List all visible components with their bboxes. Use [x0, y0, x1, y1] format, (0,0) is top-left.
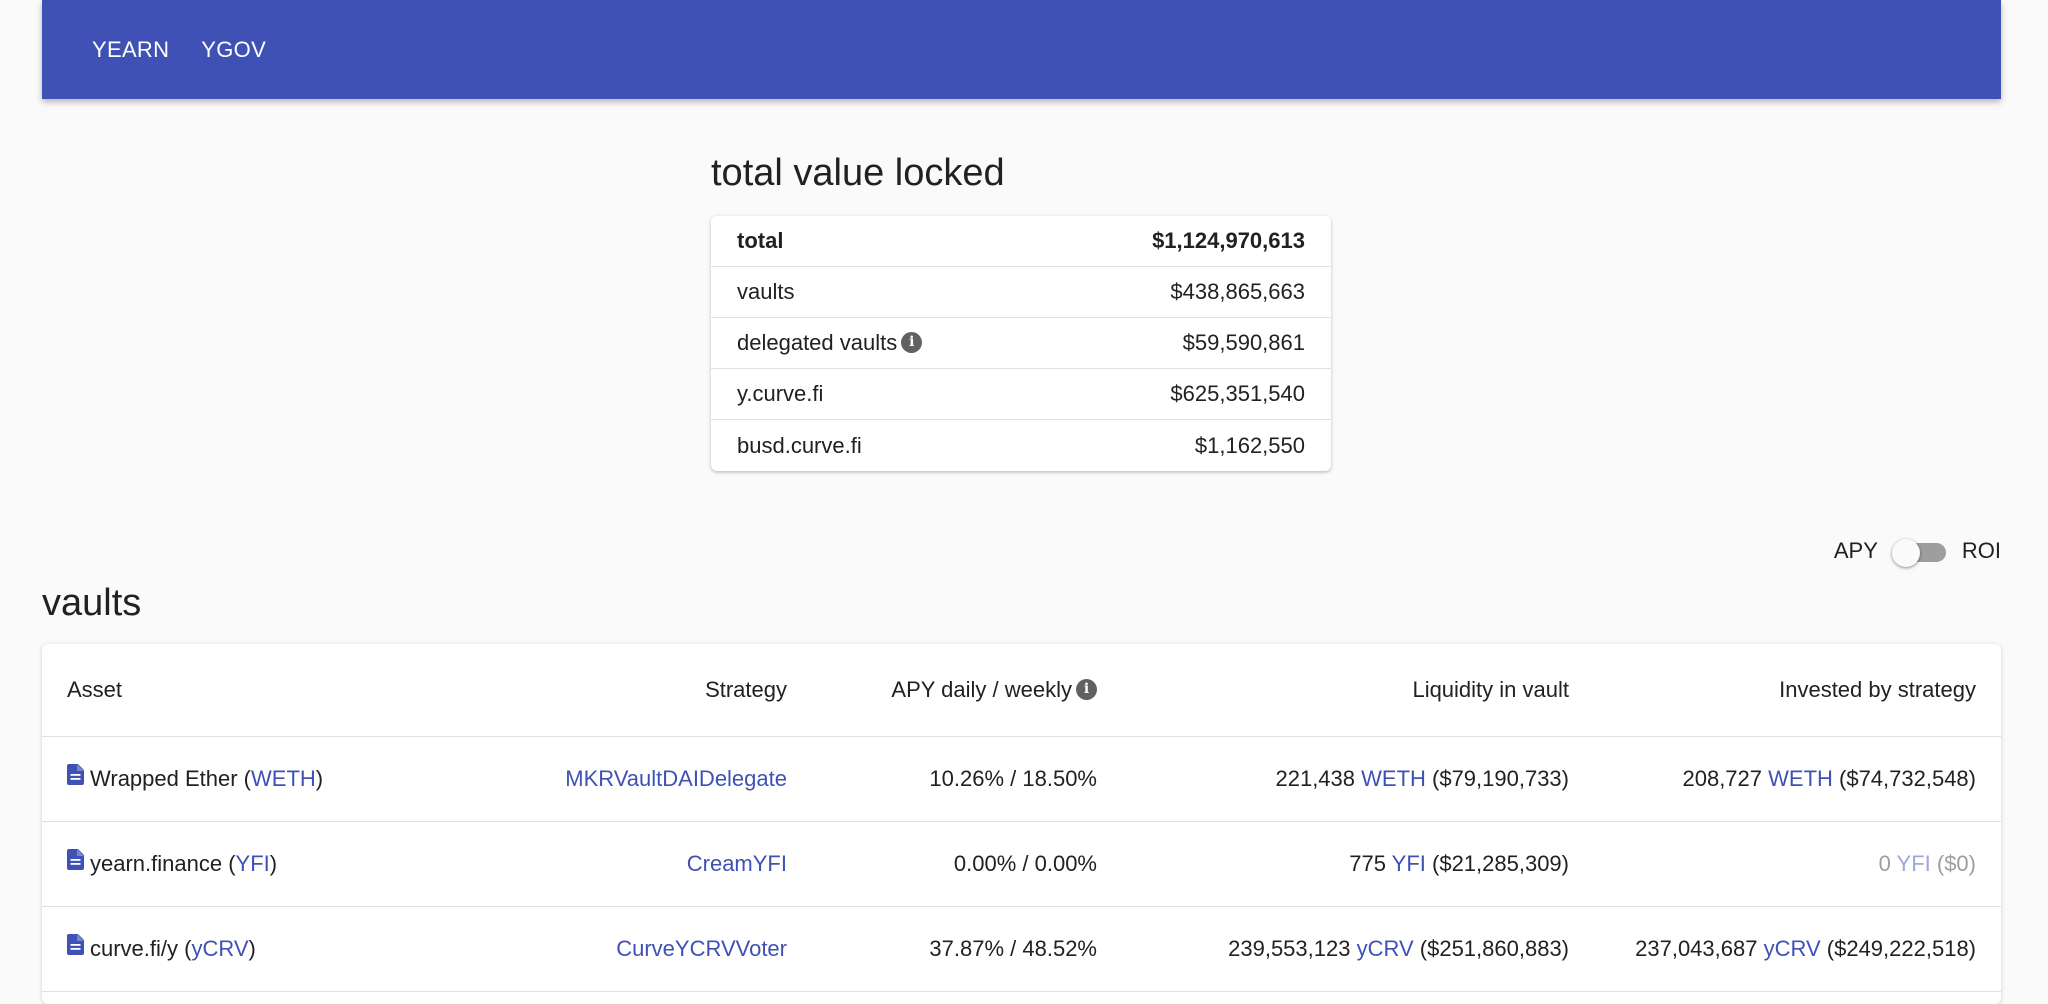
info-icon[interactable]: i: [1076, 678, 1097, 700]
apy-value: 0.00% / 0.00%: [787, 821, 1097, 907]
tvl-label: vaults: [737, 279, 795, 304]
strategy-cell: MKRVaultDAIDelegate: [487, 736, 787, 822]
asset-close: ): [315, 765, 324, 791]
header-invested: Invested by strategy: [1569, 644, 2001, 737]
liquidity-usd: ($21,285,309): [1425, 851, 1569, 876]
liquidity-usd: ($79,190,733): [1425, 766, 1569, 791]
invested-amount: 0: [1878, 851, 1897, 876]
apy-value: 37.87% / 48.52%: [787, 906, 1097, 992]
invested-cell: 0 YFI ($0): [1569, 821, 2001, 907]
liquidity-cell: 775 YFI ($21,285,309): [1097, 821, 1569, 907]
toggle-left-label: APY: [1833, 538, 1878, 563]
apy-roi-toggle: APY ROI: [1834, 534, 2001, 568]
tvl-label: total: [737, 228, 784, 253]
tvl-row-total: total $1,124,970,613: [711, 216, 1331, 267]
tvl-title: total value locked: [711, 152, 1005, 194]
liquidity-usd: ($251,860,883): [1413, 936, 1569, 961]
liquidity-amount: 221,438: [1275, 766, 1362, 791]
header-liquidity: Liquidity in vault: [1097, 644, 1569, 737]
invested-usd: ($74,732,548): [1832, 766, 1976, 791]
asset-symbol-link[interactable]: yCRV: [191, 935, 249, 961]
tvl-value: $625,351,540: [1170, 381, 1305, 406]
table-header-row: Asset Strategy APY daily / weekly i Liqui…: [42, 644, 2001, 737]
vaults-table: Asset Strategy APY daily / weekly i Liqui…: [42, 644, 2001, 992]
liquidity-cell: 239,553,123 yCRV ($251,860,883): [1097, 906, 1569, 992]
asset-name: yearn.finance (: [90, 850, 236, 876]
vaults-table-card: Asset Strategy APY daily / weekly i Liqui…: [42, 644, 2001, 1004]
switch-thumb[interactable]: [1891, 539, 1920, 567]
strategy-cell: CreamYFI: [487, 821, 787, 907]
table-row: curve.fi/y (yCRV) CurveYCRVVoter 37.87% …: [42, 906, 2001, 992]
invested-symbol-link[interactable]: yCRV: [1763, 936, 1821, 961]
tvl-row-vaults: vaults $438,865,663: [711, 267, 1331, 318]
header-apy: APY daily / weekly i: [787, 644, 1097, 737]
asset-name: curve.fi/y (: [90, 935, 192, 961]
asset-cell: curve.fi/y (yCRV): [42, 906, 487, 992]
table-row: Wrapped Ether (WETH) MKRVaultDAIDelegate…: [42, 736, 2001, 822]
apy-roi-switch[interactable]: [1891, 534, 1948, 568]
tvl-card: total $1,124,970,613 vaults $438,865,663…: [711, 216, 1331, 471]
tvl-value: $438,865,663: [1170, 279, 1305, 304]
invested-symbol-link[interactable]: WETH: [1768, 766, 1833, 791]
asset-close: ): [269, 850, 278, 876]
tvl-value: $59,590,861: [1182, 330, 1305, 355]
liquidity-symbol-link[interactable]: WETH: [1361, 766, 1426, 791]
tvl-label: busd.curve.fi: [737, 432, 862, 458]
toggle-right-label: ROI: [1961, 538, 2001, 563]
strategy-link[interactable]: CurveYCRVVoter: [616, 936, 787, 961]
apy-value: 10.26% / 18.50%: [787, 736, 1097, 822]
nav-yearn[interactable]: YEARN: [92, 36, 170, 62]
tvl-value: $1,162,550: [1194, 432, 1305, 458]
document-icon[interactable]: [67, 933, 84, 961]
header-apy-label: APY daily / weekly: [891, 677, 1072, 702]
invested-amount: 237,043,687: [1635, 936, 1764, 961]
tvl-label: delegated vaults: [737, 330, 898, 355]
strategy-link[interactable]: MKRVaultDAIDelegate: [565, 766, 787, 791]
liquidity-amount: 775: [1349, 851, 1392, 876]
document-icon[interactable]: [67, 848, 84, 876]
invested-symbol-link[interactable]: YFI: [1896, 851, 1931, 876]
asset-cell: Wrapped Ether (WETH): [42, 736, 487, 822]
invested-amount: 208,727: [1682, 766, 1769, 791]
tvl-row-delegated-vaults: delegated vaults i $59,590,861: [711, 318, 1331, 369]
invested-cell: 208,727 WETH ($74,732,548): [1569, 736, 2001, 822]
asset-name: Wrapped Ether (: [90, 765, 252, 791]
strategy-cell: CurveYCRVVoter: [487, 906, 787, 992]
strategy-link[interactable]: CreamYFI: [686, 851, 787, 876]
document-icon[interactable]: [67, 763, 84, 791]
invested-usd: ($249,222,518): [1820, 936, 1976, 961]
asset-close: ): [248, 935, 256, 961]
info-icon[interactable]: i: [901, 331, 923, 353]
app-bar: YEARN YGOV: [42, 0, 2001, 99]
liquidity-cell: 221,438 WETH ($79,190,733): [1097, 736, 1569, 822]
tvl-value: $1,124,970,613: [1152, 228, 1305, 253]
liquidity-symbol-link[interactable]: yCRV: [1356, 936, 1414, 961]
invested-cell: 237,043,687 yCRV ($249,222,518): [1569, 906, 2001, 992]
table-row: yearn.finance (YFI) CreamYFI 0.00% / 0.0…: [42, 821, 2001, 907]
header-strategy: Strategy: [487, 644, 787, 737]
asset-symbol-link[interactable]: WETH: [251, 765, 316, 791]
nav-ygov[interactable]: YGOV: [201, 36, 267, 62]
liquidity-amount: 239,553,123: [1228, 936, 1357, 961]
header-asset: Asset: [42, 644, 487, 737]
tvl-row-busd-curve: busd.curve.fi $1,162,550: [711, 420, 1331, 471]
invested-usd: ($0): [1930, 851, 1976, 876]
tvl-label-wrap: delegated vaults i: [737, 330, 923, 356]
liquidity-symbol-link[interactable]: YFI: [1391, 851, 1426, 876]
asset-cell: yearn.finance (YFI): [42, 821, 487, 907]
tvl-row-ycurve: y.curve.fi $625,351,540: [711, 369, 1331, 420]
asset-symbol-link[interactable]: YFI: [235, 850, 270, 876]
vaults-title: vaults: [42, 582, 142, 624]
tvl-label: y.curve.fi: [737, 381, 824, 406]
